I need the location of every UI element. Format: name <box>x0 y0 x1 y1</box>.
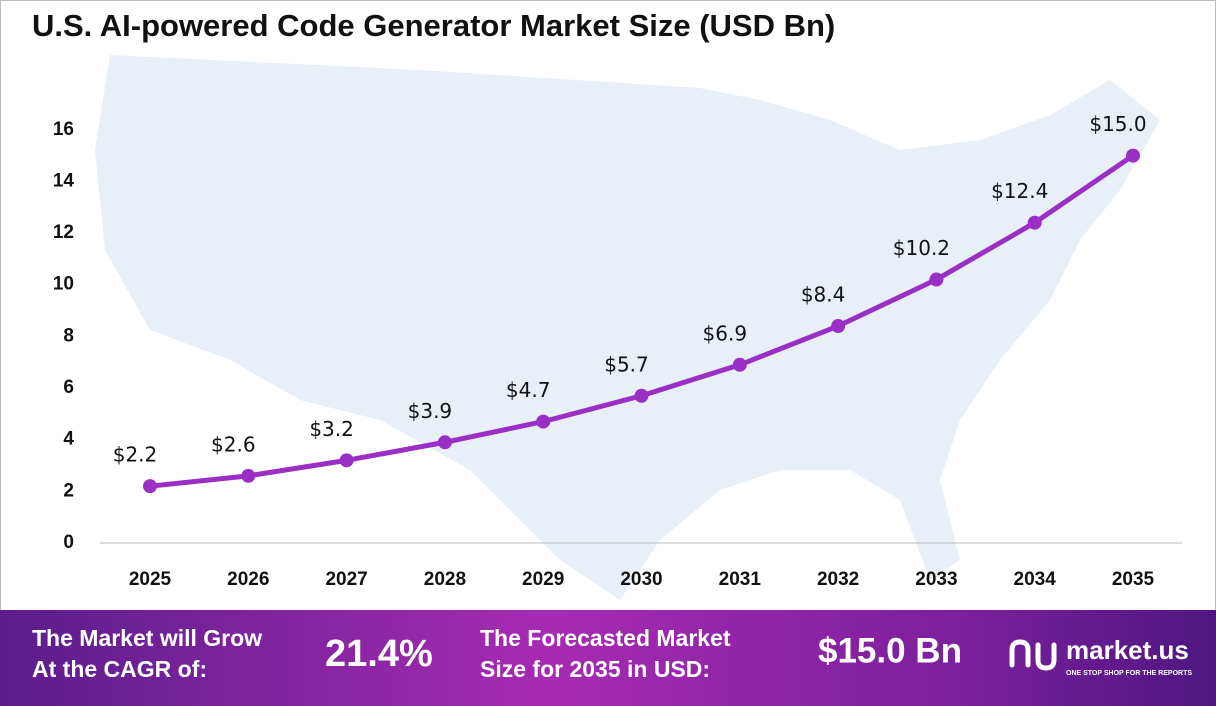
x-tick-label: 2031 <box>719 569 762 590</box>
value-label: $10.2 <box>893 236 950 260</box>
y-tick-label: 16 <box>53 119 74 140</box>
x-tick-label: 2025 <box>129 569 172 590</box>
y-tick-label: 4 <box>63 429 74 450</box>
marker <box>1126 148 1140 163</box>
cagr-text: At the CAGR of: <box>32 656 207 682</box>
value-label: $8.4 <box>801 283 846 307</box>
cagr-text: The Market will Grow <box>32 625 262 651</box>
tagline: ONE STOP SHOP FOR THE REPORTS <box>1066 670 1192 677</box>
y-tick-label: 14 <box>53 170 75 191</box>
value-label: $5.7 <box>604 352 649 376</box>
x-tick-label: 2030 <box>620 569 662 590</box>
x-tick-label: 2035 <box>1112 569 1155 590</box>
x-tick-label: 2032 <box>817 569 859 590</box>
x-tick-label: 2027 <box>325 569 367 590</box>
marker <box>536 414 551 429</box>
value-label: $2.2 <box>113 443 158 467</box>
marker <box>1027 215 1042 230</box>
y-tick-label: 6 <box>63 377 74 398</box>
marker <box>241 468 256 483</box>
x-tick-label: 2026 <box>227 569 269 590</box>
map-background <box>95 55 1160 600</box>
brand-logo <box>1009 639 1057 671</box>
x-tick-label: 2028 <box>424 569 466 590</box>
forecast-text: Size for 2035 in USD: <box>480 656 710 682</box>
value-label: $4.7 <box>506 378 551 402</box>
marker <box>929 272 944 287</box>
chart-title: U.S. AI-powered Code Generator Market Si… <box>32 8 835 43</box>
value-label: $2.6 <box>211 432 256 456</box>
y-tick-label: 0 <box>63 532 74 553</box>
marker <box>437 435 452 450</box>
brand: market.us <box>1066 635 1189 665</box>
value-label: $6.9 <box>703 321 748 345</box>
marker <box>339 453 354 468</box>
y-tick-label: 12 <box>53 222 74 243</box>
value-label: $12.4 <box>991 179 1048 203</box>
value-label: $3.9 <box>408 399 453 423</box>
marker <box>831 319 846 334</box>
y-tick-label: 8 <box>63 325 74 346</box>
y-tick-label: 10 <box>53 274 74 295</box>
forecast-text: The Forecasted Market <box>480 625 731 651</box>
value-label: $3.2 <box>309 417 354 441</box>
cagr-value: 21.4% <box>325 633 433 675</box>
marker <box>634 388 649 403</box>
forecast-value: $15.0 Bn <box>818 631 962 670</box>
y-tick-label: 2 <box>63 480 74 501</box>
x-tick-label: 2033 <box>915 569 957 590</box>
x-tick-label: 2029 <box>522 569 564 590</box>
x-tick-label: 2034 <box>1014 569 1057 590</box>
marker <box>732 357 747 372</box>
value-label: $15.0 <box>1089 112 1146 136</box>
marker <box>143 479 157 494</box>
